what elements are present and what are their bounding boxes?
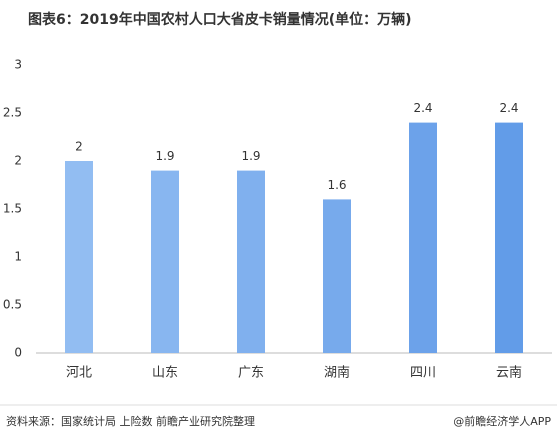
x-tick-label: 湖南 — [324, 365, 350, 381]
value-label: 1.9 — [241, 149, 260, 163]
y-tick-label: 1.5 — [3, 202, 22, 216]
y-tick-label: 0 — [14, 346, 22, 360]
x-tick-label: 广东 — [238, 366, 264, 381]
bar — [495, 122, 523, 353]
value-label: 2.4 — [413, 101, 432, 115]
y-tick-label: 0.5 — [3, 298, 22, 312]
source-note: 资料来源：国家统计局 上险数 前瞻产业研究院整理 — [6, 414, 255, 428]
y-tick-label: 3 — [14, 58, 22, 72]
x-tick-label: 河北 — [66, 366, 92, 381]
bar — [151, 170, 179, 353]
y-tick-label: 2.5 — [3, 106, 22, 120]
x-tick-label: 云南 — [496, 365, 522, 381]
y-tick-label: 1 — [14, 250, 22, 264]
x-tick-label: 山东 — [152, 366, 178, 381]
y-tick-label: 2 — [14, 154, 22, 168]
value-label: 2 — [75, 140, 83, 154]
value-label: 1.9 — [155, 149, 174, 163]
bar — [65, 161, 93, 353]
chart-title: 图表6：2019年中国农村人口大省皮卡销量情况(单位：万辆) — [28, 11, 412, 28]
credit: @前瞻经济学人APP — [453, 414, 551, 428]
value-label: 2.4 — [499, 101, 518, 115]
bar — [323, 199, 351, 353]
bar — [409, 122, 437, 353]
value-label: 1.6 — [327, 178, 346, 192]
x-tick-label: 四川 — [410, 366, 436, 381]
bar — [237, 170, 265, 353]
